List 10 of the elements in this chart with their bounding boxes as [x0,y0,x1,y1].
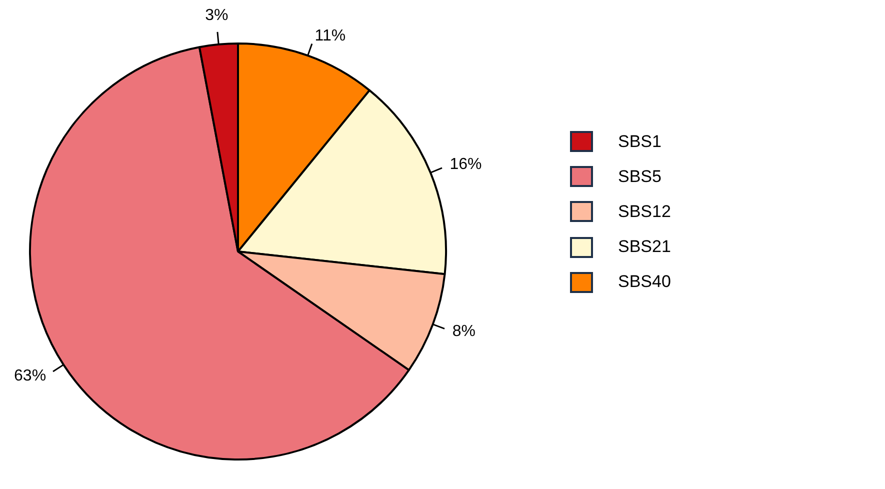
legend-label: SBS5 [618,166,662,187]
data-label: 11% [314,27,346,44]
data-label: 63% [14,367,46,384]
data-label: 16% [450,156,482,174]
data-label: 3% [205,7,228,24]
legend-label: SBS40 [618,272,671,292]
legend-label: SBS1 [618,132,662,152]
legend-label: SBS12 [618,202,671,222]
data-label: 8% [452,323,476,340]
legend-label: SBS21 [618,237,671,258]
